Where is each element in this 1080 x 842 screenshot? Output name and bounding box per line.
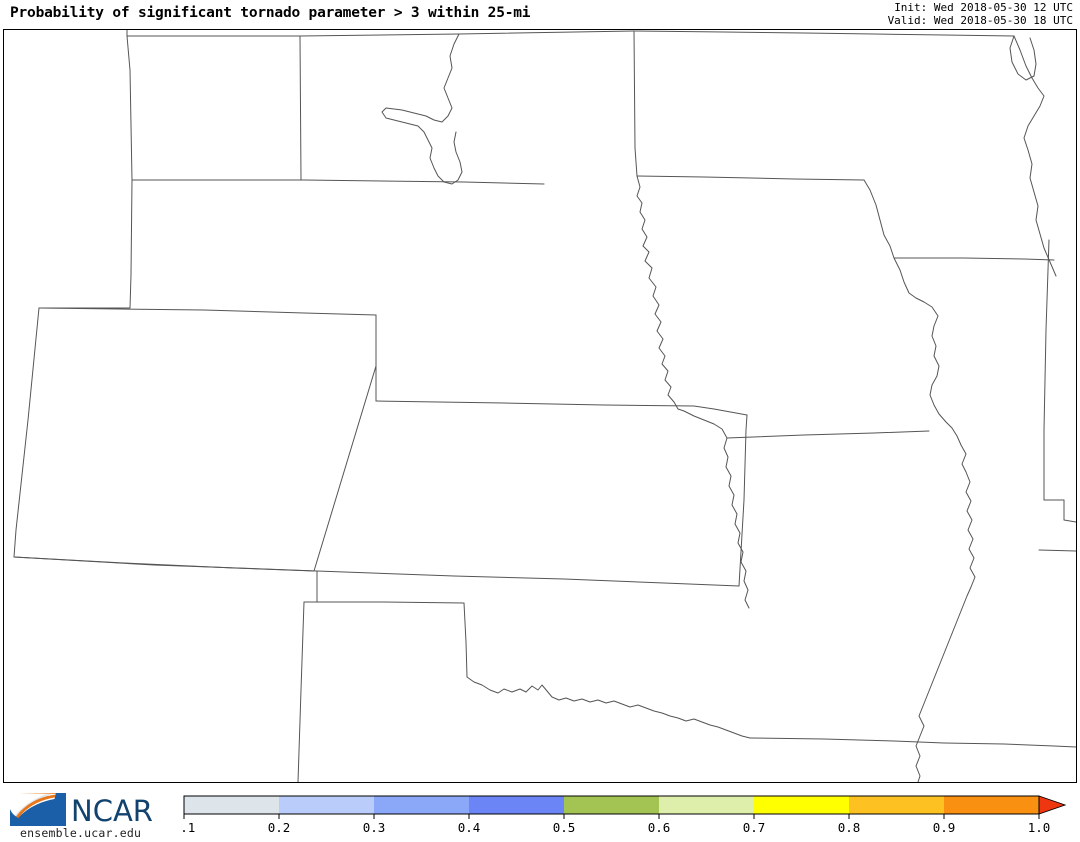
lake-michigan-shore (1013, 35, 1057, 277)
colorbar-tick-label: 1.0 (1028, 820, 1051, 835)
ncar-wordmark: NCAR (71, 794, 153, 828)
border-ne-ks (375, 400, 715, 410)
colorbar-ticks (183, 814, 1040, 819)
border-mn-north-edge (633, 30, 805, 34)
colorbar-graphic[interactable]: 0.1 0.2 0.3 0.4 0.5 0.6 0.7 0.8 0.9 1.0 (183, 795, 1073, 841)
river-mississippi (893, 257, 976, 782)
colorbar-tick-label: 0.2 (268, 820, 291, 835)
colorbar-band (184, 796, 280, 814)
border-ne-wy (38, 179, 133, 309)
border-mt-wy (126, 35, 133, 181)
colorbar-band (279, 796, 375, 814)
border-sd-mn-line (633, 30, 638, 177)
ncar-logo-mark (10, 793, 66, 826)
border-il-ky-north (1038, 549, 1076, 552)
ncar-logo-graphic: NCAR ensemble.ucar.edu (10, 793, 153, 839)
colorbar-tick-label: 0.7 (743, 820, 766, 835)
map-canvas[interactable] (4, 30, 1076, 782)
colorbar-tick-label: 0.1 (183, 820, 195, 835)
border-co-west (13, 307, 40, 558)
border-mo-ky-tn (943, 742, 1076, 748)
forecast-timestamps: Init: Wed 2018-05-30 12 UTC Valid: Wed 2… (887, 1, 1073, 27)
valid-time-label: Valid: Wed 2018-05-30 18 UTC (887, 13, 1073, 27)
colorbar-tick-label: 0.3 (363, 820, 386, 835)
colorbar-bands (183, 795, 1067, 815)
border-ia-mo (726, 430, 930, 439)
colorbar-tick-labels: 0.1 0.2 0.3 0.4 0.5 0.6 0.7 0.8 0.9 1.0 (183, 820, 1050, 835)
colorbar-band (659, 796, 755, 814)
ncar-logo[interactable]: NCAR ensemble.ucar.edu (8, 789, 170, 839)
colorbar[interactable]: 0.1 0.2 0.3 0.4 0.5 0.6 0.7 0.8 0.9 1.0 (183, 795, 1073, 841)
colorbar-tick-label: 0.5 (553, 820, 576, 835)
colorbar-band (754, 796, 850, 814)
colorbar-band (849, 796, 945, 814)
colorbar-tick-label: 0.6 (648, 820, 671, 835)
map-panel[interactable] (3, 29, 1077, 783)
colorbar-tick-label: 0.9 (933, 820, 956, 835)
border-nd-sd (299, 35, 302, 181)
colorbar-band (944, 796, 1040, 814)
border-ok-panhandle-south (303, 601, 465, 604)
border-mo-ar (749, 737, 945, 744)
border-ks-ok (316, 570, 740, 587)
footer-bar: NCAR ensemble.ucar.edu 0.10.20.30.40.50.… (0, 787, 1080, 842)
border-il-in (1043, 239, 1050, 501)
colorbar-tick-label: 0.8 (838, 820, 861, 835)
border-wi-il (893, 257, 1055, 261)
river-missouri-sd-upper (381, 33, 463, 185)
border-ne-mo-ks-corner (713, 408, 748, 416)
state-boundaries (13, 30, 1076, 782)
border-il-in-south (1043, 499, 1076, 523)
page-title: Probability of significant tornado param… (10, 5, 531, 21)
lake-michigan-green-bay (1009, 35, 1037, 81)
colorbar-outline (183, 795, 1040, 815)
colorbar-overflow-arrow (1038, 795, 1067, 815)
colorbar-band (374, 796, 470, 814)
border-ks-mo (738, 414, 748, 587)
header-bar: Probability of significant tornado param… (0, 0, 1080, 30)
border-mn-ia (636, 175, 865, 181)
river-red-ok-tx (466, 676, 751, 739)
border-wi-north (803, 32, 1015, 37)
ncar-url-text: ensemble.ucar.edu (20, 826, 141, 839)
border-co-south-line (13, 556, 318, 572)
border-mn-wi (863, 179, 895, 259)
colorbar-tick-label: 0.4 (458, 820, 481, 835)
border-tx-ok-vertical (463, 602, 468, 678)
river-missouri-sd-ne (636, 175, 750, 609)
border-nm-tx-vertical (297, 601, 305, 782)
init-time-label: Init: Wed 2018-05-30 12 UTC (894, 1, 1073, 14)
colorbar-band (564, 796, 660, 814)
map-background (4, 30, 1076, 782)
colorbar-band (469, 796, 565, 814)
